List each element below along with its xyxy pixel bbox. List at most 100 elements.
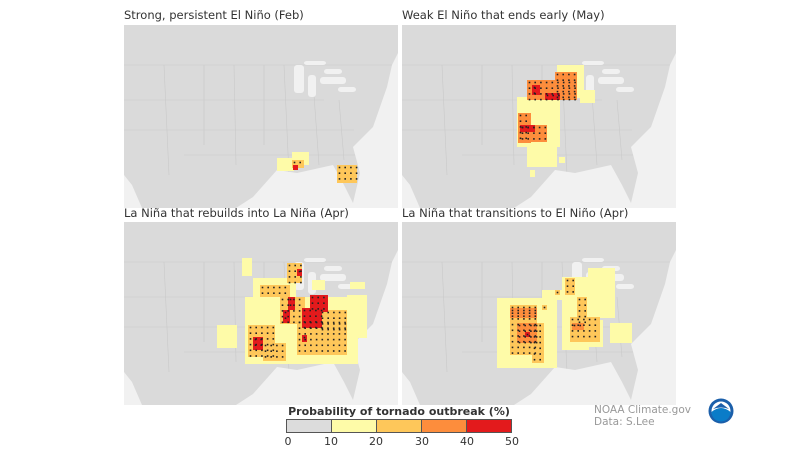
- significance-dot: [511, 315, 514, 317]
- probability-cell: [555, 72, 577, 99]
- significance-dot: [524, 324, 526, 327]
- significance-dot: [568, 90, 570, 93]
- significance-dot: [528, 309, 531, 312]
- great-lake: [338, 87, 356, 92]
- great-lake: [294, 65, 304, 93]
- significance-dot: [511, 318, 514, 320]
- significance-dot: [338, 350, 341, 352]
- significance-dot: [321, 333, 324, 335]
- great-lake: [616, 87, 634, 92]
- significance-dot: [293, 315, 295, 318]
- significance-dot: [528, 81, 531, 84]
- significance-dot: [544, 132, 547, 134]
- significance-dot: [304, 350, 306, 352]
- significance-dot: [583, 324, 585, 326]
- significance-dot: [528, 352, 531, 354]
- panel-title-1: Strong, persistent El Niño (Feb): [124, 8, 304, 22]
- significance-dot: [556, 96, 559, 99]
- significance-dot: [540, 87, 542, 89]
- significance-dot: [545, 81, 548, 84]
- significance-dot: [526, 333, 529, 336]
- significance-dot: [539, 341, 541, 344]
- significance-dot: [310, 338, 312, 341]
- significance-dot: [544, 138, 547, 140]
- significance-dot: [321, 338, 324, 341]
- significance-dot: [523, 335, 525, 337]
- significance-dot: [300, 281, 302, 284]
- significance-dot: [266, 326, 269, 329]
- legend-tick: 10: [324, 435, 338, 448]
- significance-dot: [260, 338, 262, 341]
- significance-dot: [578, 310, 581, 312]
- significance-dot: [276, 344, 278, 347]
- significance-dot: [321, 328, 324, 331]
- significance-dot: [545, 98, 548, 101]
- significance-dot: [287, 310, 289, 312]
- significance-dot: [272, 343, 275, 346]
- significance-dot: [281, 350, 284, 352]
- significance-dot: [578, 315, 581, 318]
- significance-dot: [519, 114, 522, 117]
- significance-dot: [321, 350, 324, 352]
- significance-dot: [281, 298, 284, 301]
- significance-dot: [327, 328, 329, 331]
- significance-dot: [573, 85, 576, 87]
- significance-dot: [338, 323, 341, 325]
- significance-dot: [303, 315, 306, 317]
- significance-dot: [261, 292, 264, 294]
- significance-dot: [344, 311, 347, 314]
- credit-source: NOAA Climate.gov: [594, 404, 691, 416]
- legend-tick: 50: [505, 435, 519, 448]
- legend-swatch-10-20: [332, 420, 377, 432]
- significance-dot: [557, 87, 559, 89]
- probability-cell: [292, 160, 304, 168]
- significance-dot: [518, 341, 521, 344]
- significance-dot: [577, 335, 579, 338]
- significance-dot: [249, 338, 252, 340]
- significance-dot: [551, 81, 554, 84]
- significance-dot: [299, 161, 301, 164]
- significance-dot: [517, 346, 519, 349]
- significance-dot: [264, 350, 267, 352]
- significance-dot: [517, 315, 519, 317]
- significance-dot: [539, 353, 541, 355]
- significance-dot: [530, 341, 532, 344]
- significance-dot: [260, 344, 262, 346]
- significance-dot: [338, 311, 341, 314]
- significance-dot: [320, 315, 323, 317]
- significance-dot: [583, 335, 585, 338]
- significance-dot: [528, 315, 531, 317]
- significance-dot: [534, 340, 537, 343]
- significance-dot: [327, 333, 329, 335]
- significance-dot: [315, 350, 318, 352]
- probability-cell: [532, 85, 540, 95]
- probability-cell: [302, 335, 307, 342]
- significance-dot: [528, 335, 531, 337]
- significance-dot: [344, 166, 346, 169]
- significance-dot: [517, 318, 519, 320]
- significance-dot: [539, 336, 541, 338]
- significance-dot: [568, 81, 571, 84]
- significance-dot: [594, 335, 597, 338]
- significance-dot: [588, 330, 591, 332]
- significance-dot: [332, 350, 335, 352]
- significance-dot: [266, 343, 269, 346]
- significance-dot: [524, 336, 526, 338]
- significance-dot: [540, 93, 542, 95]
- significance-dot: [309, 309, 311, 312]
- significance-dot: [519, 126, 522, 128]
- significance-dot: [273, 292, 275, 294]
- significance-dot: [293, 304, 295, 306]
- significance-dot: [298, 350, 301, 352]
- great-lake: [598, 77, 624, 84]
- significance-dot: [344, 321, 346, 324]
- significance-dot: [558, 94, 560, 97]
- significance-dot: [562, 98, 565, 101]
- significance-dot: [528, 346, 531, 349]
- significance-dot: [261, 332, 263, 334]
- significance-dot: [517, 309, 519, 312]
- significance-dot: [287, 304, 289, 306]
- significance-dot: [323, 302, 325, 304]
- significance-dot: [309, 321, 311, 323]
- significance-dot: [517, 306, 519, 309]
